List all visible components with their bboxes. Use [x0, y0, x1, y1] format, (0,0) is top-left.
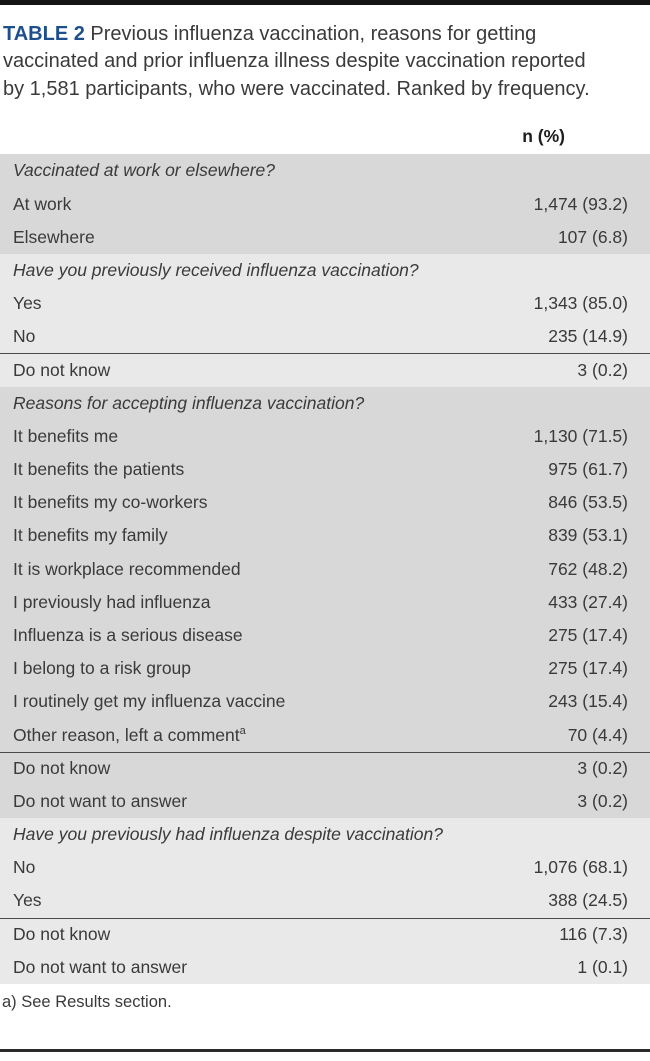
- table-row: Elsewhere 107 (6.8): [0, 221, 650, 254]
- row-label: It benefits my family: [13, 525, 168, 546]
- caption-text: Previous influenza vaccination, reasons …: [3, 23, 590, 100]
- row-label: Do not know: [13, 924, 111, 945]
- table-row: Do not want to answer 1 (0.1): [0, 951, 650, 984]
- table-row: Do not know 3 (0.2): [0, 353, 650, 386]
- row-label: Yes: [13, 890, 42, 911]
- table-row: Do not know 116 (7.3): [0, 917, 650, 951]
- row-label: I routinely get my influenza vaccine: [13, 691, 286, 712]
- row-value: 1,474 (93.2): [533, 193, 628, 214]
- row-value: 1,343 (85.0): [533, 293, 628, 314]
- section-header-row: Have you previously received influenza v…: [0, 254, 650, 287]
- row-label: Have you previously had influenza despit…: [13, 824, 443, 845]
- section-header-row: Have you previously had influenza despit…: [0, 818, 650, 851]
- table-row: It benefits my family 839 (53.1): [0, 519, 650, 552]
- row-label: I belong to a risk group: [13, 658, 192, 679]
- row-label: It benefits my co-workers: [13, 492, 208, 513]
- row-label: It is workplace recommended: [13, 558, 241, 579]
- row-label: Yes: [13, 293, 42, 314]
- row-value: 1,130 (71.5): [533, 425, 628, 446]
- table-row: I routinely get my influenza vaccine 243 …: [0, 685, 650, 718]
- row-label: I previously had influenza: [13, 591, 211, 612]
- table-caption: TABLE 2 Previous influenza vaccination, …: [3, 21, 603, 103]
- row-label: Have you previously received influenza v…: [13, 259, 419, 280]
- row-label: No: [13, 326, 36, 347]
- row-value: 3 (0.2): [577, 790, 628, 811]
- row-value: 275 (17.4): [548, 624, 628, 645]
- row-label: At work: [13, 193, 72, 214]
- row-value: 107 (6.8): [557, 226, 628, 247]
- table-row: At work 1,474 (93.2): [0, 187, 650, 220]
- table-row: Do not know 3 (0.2): [0, 751, 650, 785]
- row-value: 3 (0.2): [577, 359, 628, 380]
- row-label: No: [13, 857, 36, 878]
- table-footnote: a) See Results section.: [2, 992, 172, 1011]
- top-rule: [0, 0, 650, 5]
- row-label: Do not know: [13, 359, 111, 380]
- row-label: Influenza is a serious disease: [13, 624, 243, 645]
- row-label: Vaccinated at work or elsewhere?: [13, 160, 275, 181]
- row-value: 975 (61.7): [548, 459, 628, 479]
- row-value: 275 (17.4): [548, 658, 628, 679]
- row-label: Do not want to answer: [13, 956, 188, 977]
- table-row: It is workplace recommended 762 (48.2): [0, 552, 650, 585]
- row-label: It benefits the patients: [13, 459, 185, 479]
- row-value: 762 (48.2): [548, 558, 628, 579]
- table-row: Influenza is a serious disease 275 (17.4): [0, 619, 650, 652]
- table-row: Yes 1,343 (85.0): [0, 287, 650, 320]
- row-value: 1,076 (68.1): [533, 857, 628, 878]
- table-row: I previously had influenza 433 (27.4): [0, 586, 650, 619]
- results-table: Vaccinated at work or elsewhere? At work 1…: [0, 154, 650, 984]
- footnote-marker: a: [239, 724, 246, 737]
- table-row: It benefits the patients 975 (61.7): [0, 453, 650, 486]
- row-label: It benefits me: [13, 425, 119, 446]
- section-header-row: Vaccinated at work or elsewhere?: [0, 154, 650, 187]
- row-value: 3 (0.2): [577, 758, 628, 779]
- table-row: Yes 388 (24.5): [0, 884, 650, 917]
- bottom-rule: [0, 1049, 650, 1052]
- row-label: Do not want to answer: [13, 790, 188, 811]
- row-value: 1 (0.1): [577, 956, 628, 977]
- row-value: 116 (7.3): [559, 924, 628, 945]
- row-value: 433 (27.4): [548, 591, 628, 612]
- row-label: Reasons for accepting influenza vaccinat…: [13, 392, 365, 413]
- table-block: Vaccinated at work or elsewhere? At work 1…: [0, 154, 650, 254]
- row-value: 846 (53.5): [548, 492, 628, 513]
- row-value: 243 (15.4): [548, 691, 628, 712]
- row-label: Elsewhere: [13, 226, 95, 247]
- table-row: I belong to a risk group 275 (17.4): [0, 652, 650, 685]
- table-block: Have you previously had influenza despit…: [0, 817, 650, 984]
- table-row: It benefits my co-workers 846 (53.5): [0, 486, 650, 519]
- table-block: Reasons for accepting influenza vaccinat…: [0, 386, 650, 818]
- table-row: No 235 (14.9): [0, 320, 650, 353]
- row-value: 70 (4.4): [567, 724, 628, 745]
- table-row: Other reason, left a commenta 70 (4.4): [0, 718, 650, 751]
- row-label: Other reason, left a commenta: [13, 724, 246, 745]
- row-label: Do not know: [13, 758, 111, 779]
- row-value: 235 (14.9): [548, 326, 628, 347]
- section-header-row: Reasons for accepting influenza vaccinat…: [0, 387, 650, 420]
- column-header-n-pct: n (%): [522, 126, 565, 147]
- table-row: It benefits me 1,130 (71.5): [0, 420, 650, 453]
- table-row: No 1,076 (68.1): [0, 851, 650, 884]
- row-value: 839 (53.1): [548, 525, 628, 546]
- table-block: Have you previously received influenza v…: [0, 253, 650, 387]
- table-row: Do not want to answer 3 (0.2): [0, 785, 650, 818]
- row-value: 388 (24.5): [548, 890, 628, 911]
- caption-table-label: TABLE 2: [3, 23, 85, 45]
